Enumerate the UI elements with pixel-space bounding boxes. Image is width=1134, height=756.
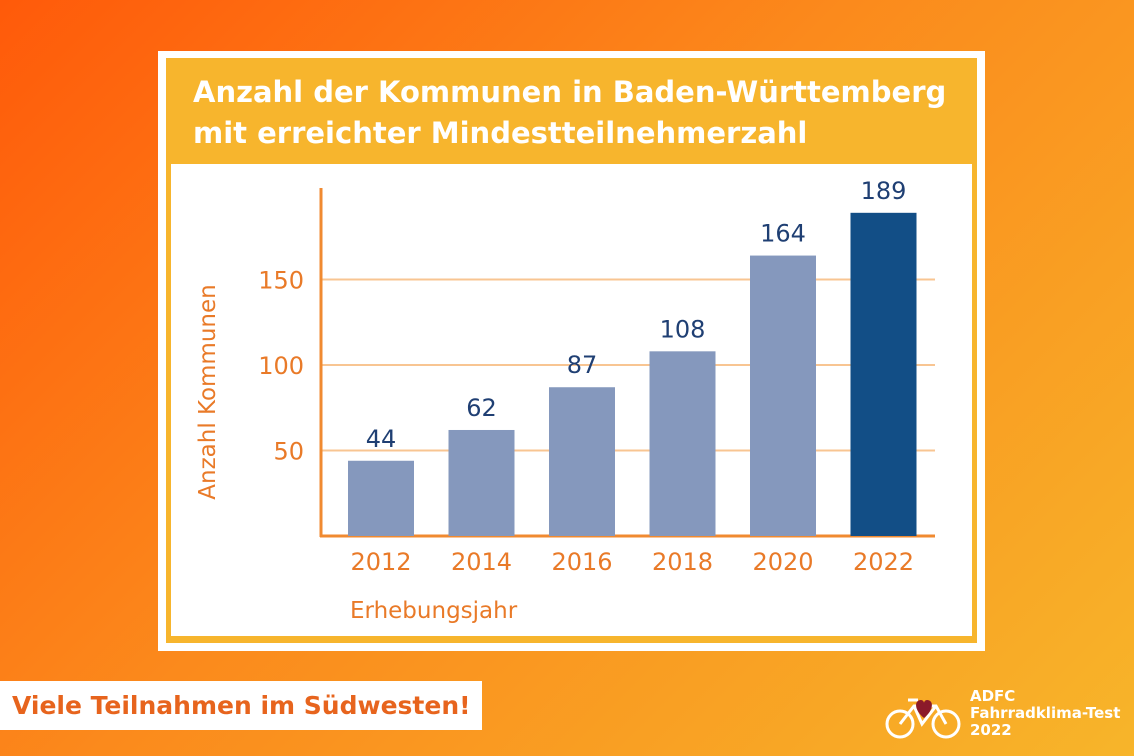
y-tick-label-50: 50	[273, 438, 304, 466]
y-axis-title: Anzahl Kommunen	[195, 284, 221, 499]
x-tick-label-2020: 2020	[752, 548, 813, 576]
logo-line-1: ADFC	[970, 687, 1016, 705]
bar-2016	[549, 387, 615, 536]
x-tick-label-2018: 2018	[652, 548, 713, 576]
bicycle-heart-icon	[885, 698, 961, 739]
tagline-badge: Viele Teilnahmen im Südwesten!	[0, 681, 482, 730]
bar-2018	[649, 351, 716, 536]
x-tick-label-2016: 2016	[551, 548, 612, 576]
bar-2012	[348, 460, 414, 536]
bar-2020	[750, 255, 816, 536]
logo-text: ADFC Fahrradklima-Test 2022	[970, 688, 1120, 739]
logo-line-2: Fahrradklima-Test	[970, 704, 1121, 722]
logo-line-3: 2022	[970, 721, 1012, 739]
data-label-2020: 164	[760, 220, 806, 248]
x-tick-label-2012: 2012	[350, 548, 411, 576]
x-axis-title: Erhebungsjahr	[350, 598, 518, 624]
data-label-2014: 62	[466, 394, 497, 422]
y-tick-label-150: 150	[258, 267, 304, 295]
bar-2022	[850, 212, 917, 536]
chart-title-line-2: mit erreichter Mindestteilnehmerzahl	[193, 116, 808, 150]
y-tick-label-100: 100	[258, 352, 304, 380]
data-label-2018: 108	[660, 315, 706, 343]
chart-title: Anzahl der Kommunen in Baden-Württemberg…	[193, 72, 963, 154]
data-label-2016: 87	[567, 351, 598, 379]
x-tick-label-2014: 2014	[451, 548, 512, 576]
adfc-logo: ADFC Fahrradklima-Test 2022	[884, 686, 1124, 748]
x-tick-label-2022: 2022	[853, 548, 914, 576]
data-label-2012: 44	[366, 425, 397, 453]
bar-2014	[448, 429, 515, 536]
data-label-2022: 189	[861, 177, 907, 205]
chart-title-line-1: Anzahl der Kommunen in Baden-Württemberg	[193, 75, 947, 109]
